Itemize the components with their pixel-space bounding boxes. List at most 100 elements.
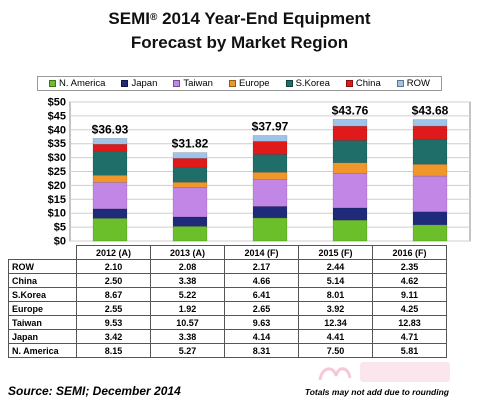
bar-segment [412,211,448,226]
bar-segment [92,218,128,242]
bar-segment [92,150,128,176]
table-row: S.Korea 8.67 5.22 6.41 8.01 9.11 [8,287,447,302]
y-tick-label: $15 [48,194,66,206]
table-cell: 9.63 [224,315,299,330]
y-tick-label: $10 [48,208,66,220]
table-row: China 2.50 3.38 4.66 5.14 4.62 [8,273,447,288]
bar-segment [252,217,288,242]
legend-item: ROW [396,78,430,89]
table-cell: 2.55 [76,301,151,316]
legend-item: China [345,78,381,89]
bar-segment [332,162,368,174]
bar-segment [412,138,448,165]
bar-segment [332,125,368,141]
table-cell: 9.53 [76,315,151,330]
bar-segment [92,138,128,145]
legend-swatch [345,80,353,87]
table-row: Taiwan 9.53 10.57 9.63 12.34 12.83 [8,315,447,330]
bar-segment [172,226,208,242]
bar-segment [172,152,208,159]
table-cell: 2.08 [150,259,225,274]
y-tick-label: $50 [48,97,66,109]
y-tick-label: $35 [48,138,66,150]
legend-swatch [173,80,181,87]
bar-segment [412,175,448,213]
y-tick-label: $45 [48,110,66,122]
bar-segment [412,125,448,140]
bar-segment [252,154,288,173]
rounding-note: Totals may not add due to rounding [304,387,449,397]
table-cell: 4.71 [372,329,447,344]
table-cell: 7.50 [298,343,373,358]
legend-label: N. America [59,78,106,89]
legend-label: S.Korea [295,78,330,89]
watermark-logo-icon [318,362,450,382]
y-tick-label: $5 [54,222,66,234]
chart-title-line-2: Forecast by Market Region [130,33,349,52]
table-column-header: 2014 (F) [224,245,299,260]
table-cell: 3.92 [298,301,373,316]
stacked-bar-chart: $0 $5 $10 $15 $20 $25 $30 $35 $40 $45$50 $36.93 $31… [48,97,471,246]
bar-segment [252,172,288,180]
bar-segment [172,167,208,183]
bar-segment [172,158,208,168]
bar-total-label: $31.82 [172,137,209,151]
bar-segment [332,219,368,242]
table-row: Japan 3.42 3.38 4.14 4.41 4.71 [8,329,447,344]
table-cell: 4.41 [298,329,373,344]
bar-total-label: $43.76 [332,103,369,117]
table-row: ROW 2.10 2.08 2.17 2.44 2.35 [8,259,447,274]
table-cell: 1.92 [150,301,225,316]
table-column-header: 2012 (A) [76,245,151,260]
table-column-header: 2013 (A) [150,245,225,260]
table-row-label: N. America [8,343,77,358]
table-cell: 2.50 [76,273,151,288]
table-cell: 5.81 [372,343,447,358]
legend-label: China [355,78,381,89]
table-cell: 8.67 [76,287,151,302]
table-cell: 12.83 [372,315,447,330]
chart-title-line-1: SEMI® 2014 Year-End Equipment [108,9,371,28]
table-cell: 3.38 [150,273,225,288]
legend-item: S.Korea [285,78,330,89]
table-cell: 2.44 [298,259,373,274]
table-row: N. America 8.15 5.27 8.31 7.50 5.81 [8,343,447,358]
legend-label: Japan [131,78,158,89]
bar-segment [332,207,368,221]
bar-segment [92,182,128,210]
bar-segment [332,140,368,163]
legend: N. America Japan Taiwan Europe S.Korea China R… [37,76,442,91]
table-cell: 5.27 [150,343,225,358]
table-cell: 10.57 [150,315,225,330]
table-cell: 2.65 [224,301,299,316]
table-cell: 3.42 [76,329,151,344]
bar-segment [412,224,448,242]
table-cell: 4.14 [224,329,299,344]
legend-item: Europe [228,78,270,89]
table-cell: 12.34 [298,315,373,330]
table-row-label: S.Korea [8,287,77,302]
table-column-header: 2015 (F) [298,245,373,260]
table-row-label: China [8,273,77,288]
bar-segment [252,135,288,142]
table-cell: 2.17 [224,259,299,274]
y-tick-label: $25 [48,166,66,178]
legend-label: Europe [238,78,270,89]
bar-segment [172,187,208,218]
bar-total-label: $43.68 [412,104,449,118]
table-row-label: Taiwan [8,315,77,330]
table-cell: 8.31 [224,343,299,358]
bar-total-label: $37.97 [252,119,289,133]
table-cell: 8.01 [298,287,373,302]
bar-segment [92,175,128,183]
bar-segment [252,206,288,219]
table-cell: 6.41 [224,287,299,302]
table-cell: 5.14 [298,273,373,288]
table-row: Europe 2.55 1.92 2.65 3.92 4.25 [8,301,447,316]
bar-segment [92,143,128,152]
legend-swatch [396,80,404,87]
table-cell: 4.66 [224,273,299,288]
legend-item: N. America [49,78,105,89]
bar-segment [332,119,368,127]
bar-total-label: $36.93 [92,122,129,136]
